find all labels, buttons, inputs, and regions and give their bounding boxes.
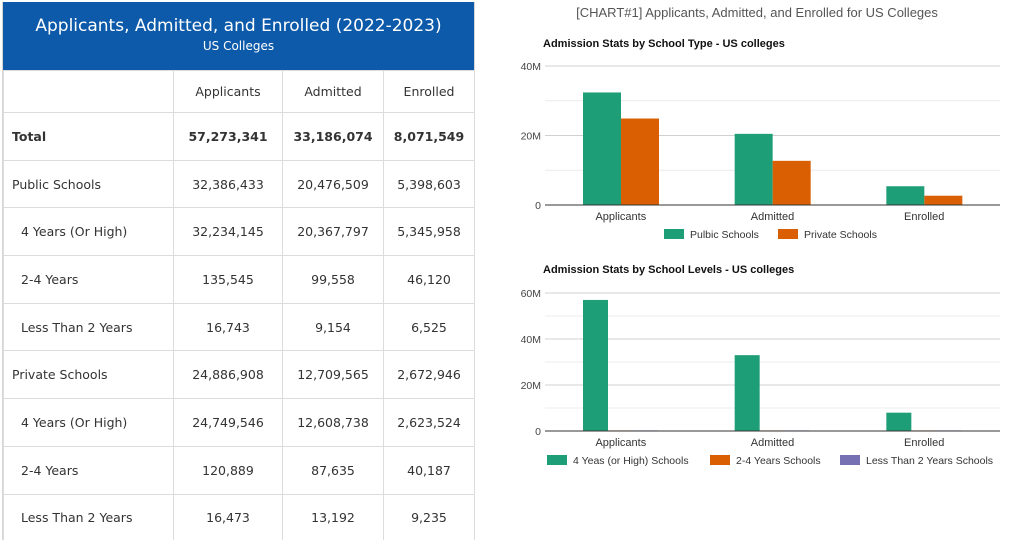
cell-admitted: 12,709,565: [282, 350, 384, 400]
x-tick-label: Admitted: [751, 211, 794, 223]
row-label: 2-4 Years: [3, 445, 174, 495]
cell-admitted: 87,635: [282, 445, 384, 495]
column-header-enrolled: Enrolled: [383, 70, 475, 113]
row-label: Total: [3, 112, 174, 161]
stats-table-panel: Applicants, Admitted, and Enrolled (2022…: [2, 2, 475, 540]
table-header-row: Applicants Admitted Enrolled: [3, 70, 475, 113]
cell-applicants: 16,743: [173, 302, 283, 352]
table-row: Total 57,273,341 33,186,074 8,071,549: [3, 112, 475, 161]
table-subtitle: US Colleges: [202, 39, 275, 53]
legend-swatch[interactable]: [778, 229, 798, 239]
y-tick-label: 20M: [521, 131, 541, 143]
legend-swatch[interactable]: [710, 455, 730, 465]
bar-applicants-series-1[interactable]: [621, 118, 659, 205]
row-label: Private Schools: [3, 350, 174, 400]
bar-applicants-series-0[interactable]: [583, 92, 621, 205]
x-tick-label: Applicants: [595, 437, 646, 449]
y-tick-label: 0: [535, 426, 541, 438]
y-tick-label: 20M: [521, 380, 541, 392]
stats-table: Applicants Admitted Enrolled Total 57,273…: [3, 70, 475, 540]
cell-applicants: 32,234,145: [173, 207, 283, 257]
school-levels-bar-chart: Admission Stats by School Levels - US co…: [521, 264, 1000, 467]
bar-enrolled-series-1[interactable]: [924, 195, 963, 205]
table-row: Less Than 2 Years 16,743 9,154 6,525: [3, 302, 475, 352]
cell-admitted: 20,367,797: [282, 207, 384, 257]
cell-enrolled: 6,525: [383, 302, 475, 352]
cell-enrolled: 9,235: [383, 493, 475, 540]
x-tick-label: Admitted: [751, 437, 794, 449]
cell-admitted: 9,154: [282, 302, 384, 352]
row-label: 2-4 Years: [3, 255, 174, 304]
y-tick-label: 40M: [521, 61, 541, 73]
cell-admitted: 20,476,509: [282, 159, 384, 209]
cell-applicants: 24,886,908: [173, 350, 283, 400]
cell-enrolled: 2,672,946: [383, 350, 475, 400]
legend-label[interactable]: Private Schools: [804, 229, 877, 241]
cell-applicants: 135,545: [173, 255, 283, 304]
cell-applicants: 24,749,546: [173, 398, 283, 447]
y-tick-label: 60M: [521, 288, 541, 300]
table-row: 4 Years (Or High) 32,234,145 20,367,797 5,3…: [3, 207, 475, 257]
legend-label[interactable]: 2-4 Years Schools: [736, 455, 821, 467]
cell-applicants: 16,473: [173, 493, 283, 540]
cell-admitted: 33,186,074: [282, 112, 384, 161]
cell-enrolled: 8,071,549: [383, 112, 475, 161]
bar-enrolled-series-0[interactable]: [886, 186, 925, 205]
row-label: 4 Years (Or High): [3, 398, 174, 447]
bar-admitted-series-0[interactable]: [734, 355, 760, 431]
x-tick-label: Enrolled: [904, 437, 944, 449]
bar-applicants-series-0[interactable]: [583, 299, 608, 431]
cell-admitted: 12,608,738: [282, 398, 384, 447]
chart-title: Admission Stats by School Type - US coll…: [543, 38, 785, 50]
y-tick-label: 40M: [521, 334, 541, 346]
cell-admitted: 13,192: [282, 493, 384, 540]
column-header-admitted: Admitted: [282, 70, 384, 113]
row-label: Public Schools: [3, 159, 174, 209]
table-row: Private Schools 24,886,908 12,709,565 2,672…: [3, 350, 475, 400]
cell-enrolled: 5,398,603: [383, 159, 475, 209]
bar-enrolled-series-0[interactable]: [886, 412, 912, 431]
row-label: 4 Years (Or High): [3, 207, 174, 257]
row-label: Less Than 2 Years: [3, 302, 174, 352]
row-label: Less Than 2 Years: [3, 493, 174, 540]
table-header: Applicants, Admitted, and Enrolled (2022…: [3, 2, 474, 70]
legend-swatch[interactable]: [840, 455, 860, 465]
legend-swatch[interactable]: [664, 229, 684, 239]
cell-enrolled: 40,187: [383, 445, 475, 495]
legend-swatch[interactable]: [547, 455, 567, 465]
bar-admitted-series-1[interactable]: [772, 160, 811, 205]
cell-enrolled: 2,623,524: [383, 398, 475, 447]
column-header-applicants: Applicants: [173, 70, 283, 113]
table-row: 2-4 Years 120,889 87,635 40,187: [3, 445, 475, 495]
table-row: 4 Years (Or High) 24,749,546 12,608,738 2,6…: [3, 398, 475, 447]
cell-enrolled: 5,345,958: [383, 207, 475, 257]
legend-label[interactable]: Pulbic Schools: [690, 229, 759, 241]
charts-heading: [CHART#1] Applicants, Admitted, and Enro…: [576, 5, 938, 20]
x-tick-label: Enrolled: [904, 211, 944, 223]
cell-applicants: 32,386,433: [173, 159, 283, 209]
table-title: Applicants, Admitted, and Enrolled (2022…: [35, 16, 442, 36]
cell-applicants: 57,273,341: [173, 112, 283, 161]
cell-admitted: 99,558: [282, 255, 384, 304]
cell-enrolled: 46,120: [383, 255, 475, 304]
y-tick-label: 0: [535, 200, 541, 212]
legend-label[interactable]: 4 Yeas (or High) Schools: [573, 455, 689, 467]
table-row: Public Schools 32,386,433 20,476,509 5,398,…: [3, 159, 475, 209]
legend-label[interactable]: Less Than 2 Years Schools: [866, 455, 993, 467]
table-body: Total 57,273,341 33,186,074 8,071,549 Public…: [3, 112, 475, 540]
table-row: Less Than 2 Years 16,473 13,192 9,235: [3, 493, 475, 540]
cell-applicants: 120,889: [173, 445, 283, 495]
bar-admitted-series-0[interactable]: [734, 133, 773, 205]
table-row: 2-4 Years 135,545 99,558 46,120: [3, 255, 475, 304]
column-header-label: [3, 70, 174, 113]
x-tick-label: Applicants: [595, 211, 646, 223]
school-type-bar-chart: Admission Stats by School Type - US coll…: [521, 38, 1000, 241]
chart-title: Admission Stats by School Levels - US co…: [543, 264, 794, 276]
